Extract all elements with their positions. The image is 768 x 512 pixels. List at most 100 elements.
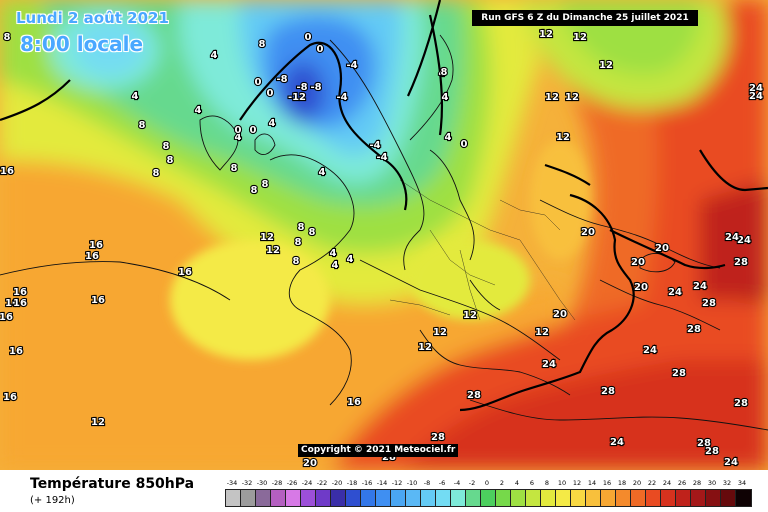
temperature-label: 8 <box>163 141 170 152</box>
temperature-label: 0 <box>461 139 468 150</box>
temperature-label: 0 <box>255 77 262 88</box>
legend-tick-label: 22 <box>647 479 657 487</box>
temperature-label: 8 <box>167 155 174 166</box>
temperature-label: 12 <box>556 132 570 143</box>
temperature-label: 4 <box>235 132 242 143</box>
temperature-label: 16 <box>9 346 23 357</box>
legend-tick-label: 4 <box>514 479 520 487</box>
temperature-label: -8 <box>310 82 321 93</box>
temperature-label: 16 <box>178 267 192 278</box>
legend-tick-label: 12 <box>572 479 582 487</box>
legend-swatch <box>406 490 421 506</box>
temperature-label: 16 <box>0 312 13 323</box>
legend-tick-label: -16 <box>361 479 373 487</box>
legend-swatch <box>286 490 301 506</box>
legend-swatch <box>676 490 691 506</box>
legend-tick-label: -10 <box>406 479 418 487</box>
forecast-date: Lundi 2 août 2021 <box>16 9 169 27</box>
legend-swatch <box>331 490 346 506</box>
legend-tick-label: 24 <box>662 479 672 487</box>
temperature-label: 28 <box>672 368 686 379</box>
forecast-time: 8:00 locale <box>20 32 144 56</box>
temperature-label: -4 <box>336 92 347 103</box>
legend-swatch <box>421 490 436 506</box>
coastlines <box>0 34 768 431</box>
temperature-label: 20 <box>303 458 317 469</box>
legend-tick-label: 6 <box>529 479 535 487</box>
temperature-label: 24 <box>749 83 763 94</box>
legend-swatch <box>376 490 391 506</box>
temperature-label: 28 <box>687 324 701 335</box>
temperature-label: -4 <box>346 60 357 71</box>
legend-tick-label: 14 <box>587 479 597 487</box>
legend-tick-label: 30 <box>707 479 717 487</box>
legend-tick-label: -24 <box>301 479 313 487</box>
temperature-label: 16 <box>13 298 27 309</box>
copyright-notice: Copyright © 2021 Meteociel.fr <box>298 444 459 457</box>
temperature-label: 16 <box>0 166 14 177</box>
temperature-label: 4 <box>445 132 452 143</box>
legend-ticks: -34 -32 -30 -28 -26 -24 -22 -20 -18 -16 -14 -12 -10-… <box>225 478 751 488</box>
legend-swatch <box>631 490 646 506</box>
temperature-label: 28 <box>734 257 748 268</box>
temperature-label: 0 <box>305 32 312 43</box>
temperature-map: 8 8 0 0 -4 -4 -8 -8 -8 -12 0 0 4 4 4 4 0 0 -4 -4 4 4 4 0 4 8 8 8 8 8 8… <box>0 0 768 470</box>
temperature-label: 4 <box>442 92 449 103</box>
temperature-label: 24 <box>610 437 624 448</box>
temperature-label: 12 <box>545 92 559 103</box>
legend-tick-label: -20 <box>331 479 343 487</box>
temperature-label: 8 <box>293 256 300 267</box>
footer-bar: Température 850hPa (+ 192h) -34 -32 -30 -28… <box>0 470 768 512</box>
legend-tick-label: 16 <box>602 479 612 487</box>
temperature-label: 8 <box>139 120 146 131</box>
legend-swatch <box>391 490 406 506</box>
legend-tick-label: 2 <box>499 479 505 487</box>
temperature-label: 24 <box>724 457 738 468</box>
temperature-label: 12 <box>539 29 553 40</box>
legend-tick-label: -12 <box>391 479 403 487</box>
temperature-label: 24 <box>542 359 556 370</box>
temperature-label: 28 <box>702 298 716 309</box>
legend-swatch <box>241 490 256 506</box>
temperature-label: 4 <box>195 105 202 116</box>
legend-tick-label: 20 <box>632 479 642 487</box>
temperature-label: -8 <box>276 74 287 85</box>
legend-swatch <box>706 490 721 506</box>
temperature-label: 4 <box>211 50 218 61</box>
legend-tick-label: -4 <box>453 479 461 487</box>
temperature-label: 24 <box>749 91 763 102</box>
temperature-label: 8 <box>251 185 258 196</box>
temperature-label: 12 <box>418 342 432 353</box>
temperature-label: 4 <box>269 118 276 129</box>
temperature-label: 0 <box>317 44 324 55</box>
temperature-label: -4 <box>376 152 387 163</box>
temperature-label: 16 <box>3 392 17 403</box>
temperature-label: 24 <box>668 287 682 298</box>
temperature-label: 16 <box>91 295 105 306</box>
legend-tick-label: -34 <box>226 479 238 487</box>
temperature-label: 28 <box>601 386 615 397</box>
legend-tick-label: 34 <box>737 479 747 487</box>
temperature-label: 28 <box>467 390 481 401</box>
legend-swatch <box>661 490 676 506</box>
temperature-label: 8 <box>295 237 302 248</box>
legend-tick-label: -32 <box>241 479 253 487</box>
temperature-label: 8 <box>262 179 269 190</box>
legend-swatch <box>346 490 361 506</box>
temperature-label: 0 <box>235 125 242 136</box>
temperature-label: 16 <box>13 287 27 298</box>
temperature-label: 20 <box>634 282 648 293</box>
isotherm-lines <box>0 0 768 412</box>
temperature-label: 24 <box>643 345 657 356</box>
legend-tick-label: 10 <box>557 479 567 487</box>
temperature-label: 4 <box>330 248 337 259</box>
temperature-label: 12 <box>573 32 587 43</box>
legend-swatch <box>571 490 586 506</box>
legend-swatch <box>436 490 451 506</box>
legend-tick-label: -14 <box>376 479 388 487</box>
temperature-label: 12 <box>599 60 613 71</box>
temperature-label: 28 <box>734 398 748 409</box>
temperature-label: 12 <box>260 232 274 243</box>
